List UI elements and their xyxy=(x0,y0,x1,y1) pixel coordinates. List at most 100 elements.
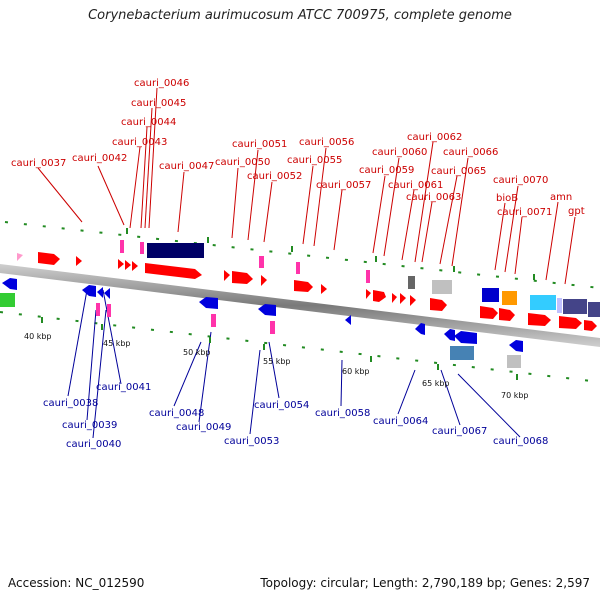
gene-arrow xyxy=(104,288,110,299)
genome-summary-text: Topology: circular; Length: 2,790,189 bp… xyxy=(260,576,590,590)
gene-arrow xyxy=(528,313,551,326)
gene-box xyxy=(96,303,100,316)
gene-arrow xyxy=(345,315,351,325)
gene-box xyxy=(408,276,415,289)
gene-arrow xyxy=(232,271,253,284)
gene-arrow xyxy=(430,298,447,311)
scale-ticks xyxy=(41,228,535,380)
gene-label-cauri-0053: cauri_0053 xyxy=(224,436,279,447)
gene-label-cauri-0046: cauri_0046 xyxy=(134,78,189,89)
scale-tick-labels: 40 kbp 45 kbp 50 kbp 55 kbp 60 kbp 65 kb… xyxy=(24,332,529,400)
gene-box xyxy=(270,321,275,334)
gene-arrow xyxy=(366,289,371,299)
gene-label-cauri-0051: cauri_0051 xyxy=(232,139,287,150)
gene-label-cauri-0037: cauri_0037 xyxy=(11,158,66,169)
gene-box xyxy=(530,295,556,310)
tick-label: 55 kbp xyxy=(263,357,291,366)
gene-box xyxy=(502,291,517,305)
gene-arrow xyxy=(454,331,477,344)
gene-label-cauri-0064: cauri_0064 xyxy=(373,416,428,427)
gene-label-cauri-0066: cauri_0066 xyxy=(443,147,498,158)
gene-arrow xyxy=(559,316,582,329)
gene-arrow xyxy=(258,304,276,316)
gene-label-cauri-0038: cauri_0038 xyxy=(43,398,98,409)
gene-arrow xyxy=(17,253,23,261)
gene-box xyxy=(107,304,111,317)
gene-arrow xyxy=(499,308,515,321)
gene-arrow xyxy=(321,284,327,294)
gene-arrow xyxy=(125,260,131,270)
genome-backbone xyxy=(0,264,600,347)
gene-arrow xyxy=(584,320,597,331)
gene-label-cauri-0061: cauri_0061 xyxy=(388,180,443,191)
gene-label-cauri-0054: cauri_0054 xyxy=(254,400,309,411)
gene-arrow xyxy=(261,275,267,286)
gene-label-gpt: gpt xyxy=(568,206,585,217)
gene-arrow xyxy=(480,306,498,319)
forward-leader-lines xyxy=(37,87,576,285)
gene-label-cauri-0070: cauri_0070 xyxy=(493,175,548,186)
gene-arrow xyxy=(97,287,103,298)
gene-label-cauri-0063: cauri_0063 xyxy=(406,192,461,203)
gene-label-cauri-0060: cauri_0060 xyxy=(372,147,427,158)
gene-box xyxy=(140,242,144,254)
gene-box xyxy=(450,346,474,360)
gene-label-cauri-0067: cauri_0067 xyxy=(432,426,487,437)
gene-label-cauri-0050: cauri_0050 xyxy=(215,157,270,168)
gene-box xyxy=(120,240,124,253)
gene-box xyxy=(588,302,600,317)
gene-arrow xyxy=(392,293,397,303)
accession-text: Accession: NC_012590 xyxy=(8,576,145,590)
gene-label-cauri-0062: cauri_0062 xyxy=(407,132,462,143)
gene-arrow xyxy=(373,290,386,302)
gene-label-bioB: bioB xyxy=(496,193,518,204)
gene-arrow xyxy=(509,340,523,352)
gene-box xyxy=(0,293,15,307)
gene-arrow xyxy=(145,263,202,279)
gene-arrow xyxy=(38,252,60,265)
gene-label-cauri-0039: cauri_0039 xyxy=(62,420,117,431)
gene-box xyxy=(563,299,587,314)
gene-arrow xyxy=(224,270,230,281)
gene-box xyxy=(482,288,499,302)
gene-arrow xyxy=(410,295,416,306)
gene-arrow xyxy=(415,323,425,335)
gene-label-cauri-0052: cauri_0052 xyxy=(247,171,302,182)
gene-arrow xyxy=(400,293,406,304)
gene-label-cauri-0068: cauri_0068 xyxy=(493,436,548,447)
reverse-gene-labels: cauri_0038 cauri_0039 cauri_0040 cauri_0… xyxy=(43,382,548,450)
gene-label-cauri-0057: cauri_0057 xyxy=(316,180,371,191)
gene-box xyxy=(259,256,264,268)
gene-label-cauri-0040: cauri_0040 xyxy=(66,439,121,450)
gene-label-cauri-0041: cauri_0041 xyxy=(96,382,151,393)
gene-box xyxy=(296,262,300,274)
tick-label: 45 kbp xyxy=(103,339,131,348)
gene-label-cauri-0055: cauri_0055 xyxy=(287,155,342,166)
gene-label-cauri-0042: cauri_0042 xyxy=(72,153,127,164)
gene-label-cauri-0047: cauri_0047 xyxy=(159,161,214,172)
gene-box xyxy=(211,314,216,327)
gene-arrow xyxy=(294,280,313,292)
gene-arrow xyxy=(2,278,17,290)
genome-title: Corynebacterium aurimucosum ATCC 700975,… xyxy=(88,8,512,23)
tick-label: 40 kbp xyxy=(24,332,52,341)
gene-label-cauri-0065: cauri_0065 xyxy=(431,166,486,177)
gene-label-cauri-0043: cauri_0043 xyxy=(112,137,167,148)
reverse-gene-features xyxy=(0,278,523,368)
gene-box xyxy=(557,298,562,313)
gene-arrow xyxy=(76,256,82,266)
tick-label: 60 kbp xyxy=(342,367,370,376)
gene-box xyxy=(366,270,370,283)
gene-arrow xyxy=(82,285,96,297)
gene-label-cauri-0045: cauri_0045 xyxy=(131,98,186,109)
lower-track-guide xyxy=(0,311,600,383)
gene-label-cauri-0044: cauri_0044 xyxy=(121,117,176,128)
tick-label: 65 kbp xyxy=(422,379,450,388)
forward-gene-features xyxy=(17,240,600,331)
reverse-leader-lines xyxy=(67,289,521,439)
forward-gene-labels: cauri_0037 cauri_0042 cauri_0043 cauri_0… xyxy=(11,78,585,218)
tick-label: 70 kbp xyxy=(501,391,529,400)
gene-label-cauri-0058: cauri_0058 xyxy=(315,408,370,419)
gene-label-amn: amn xyxy=(550,192,572,203)
